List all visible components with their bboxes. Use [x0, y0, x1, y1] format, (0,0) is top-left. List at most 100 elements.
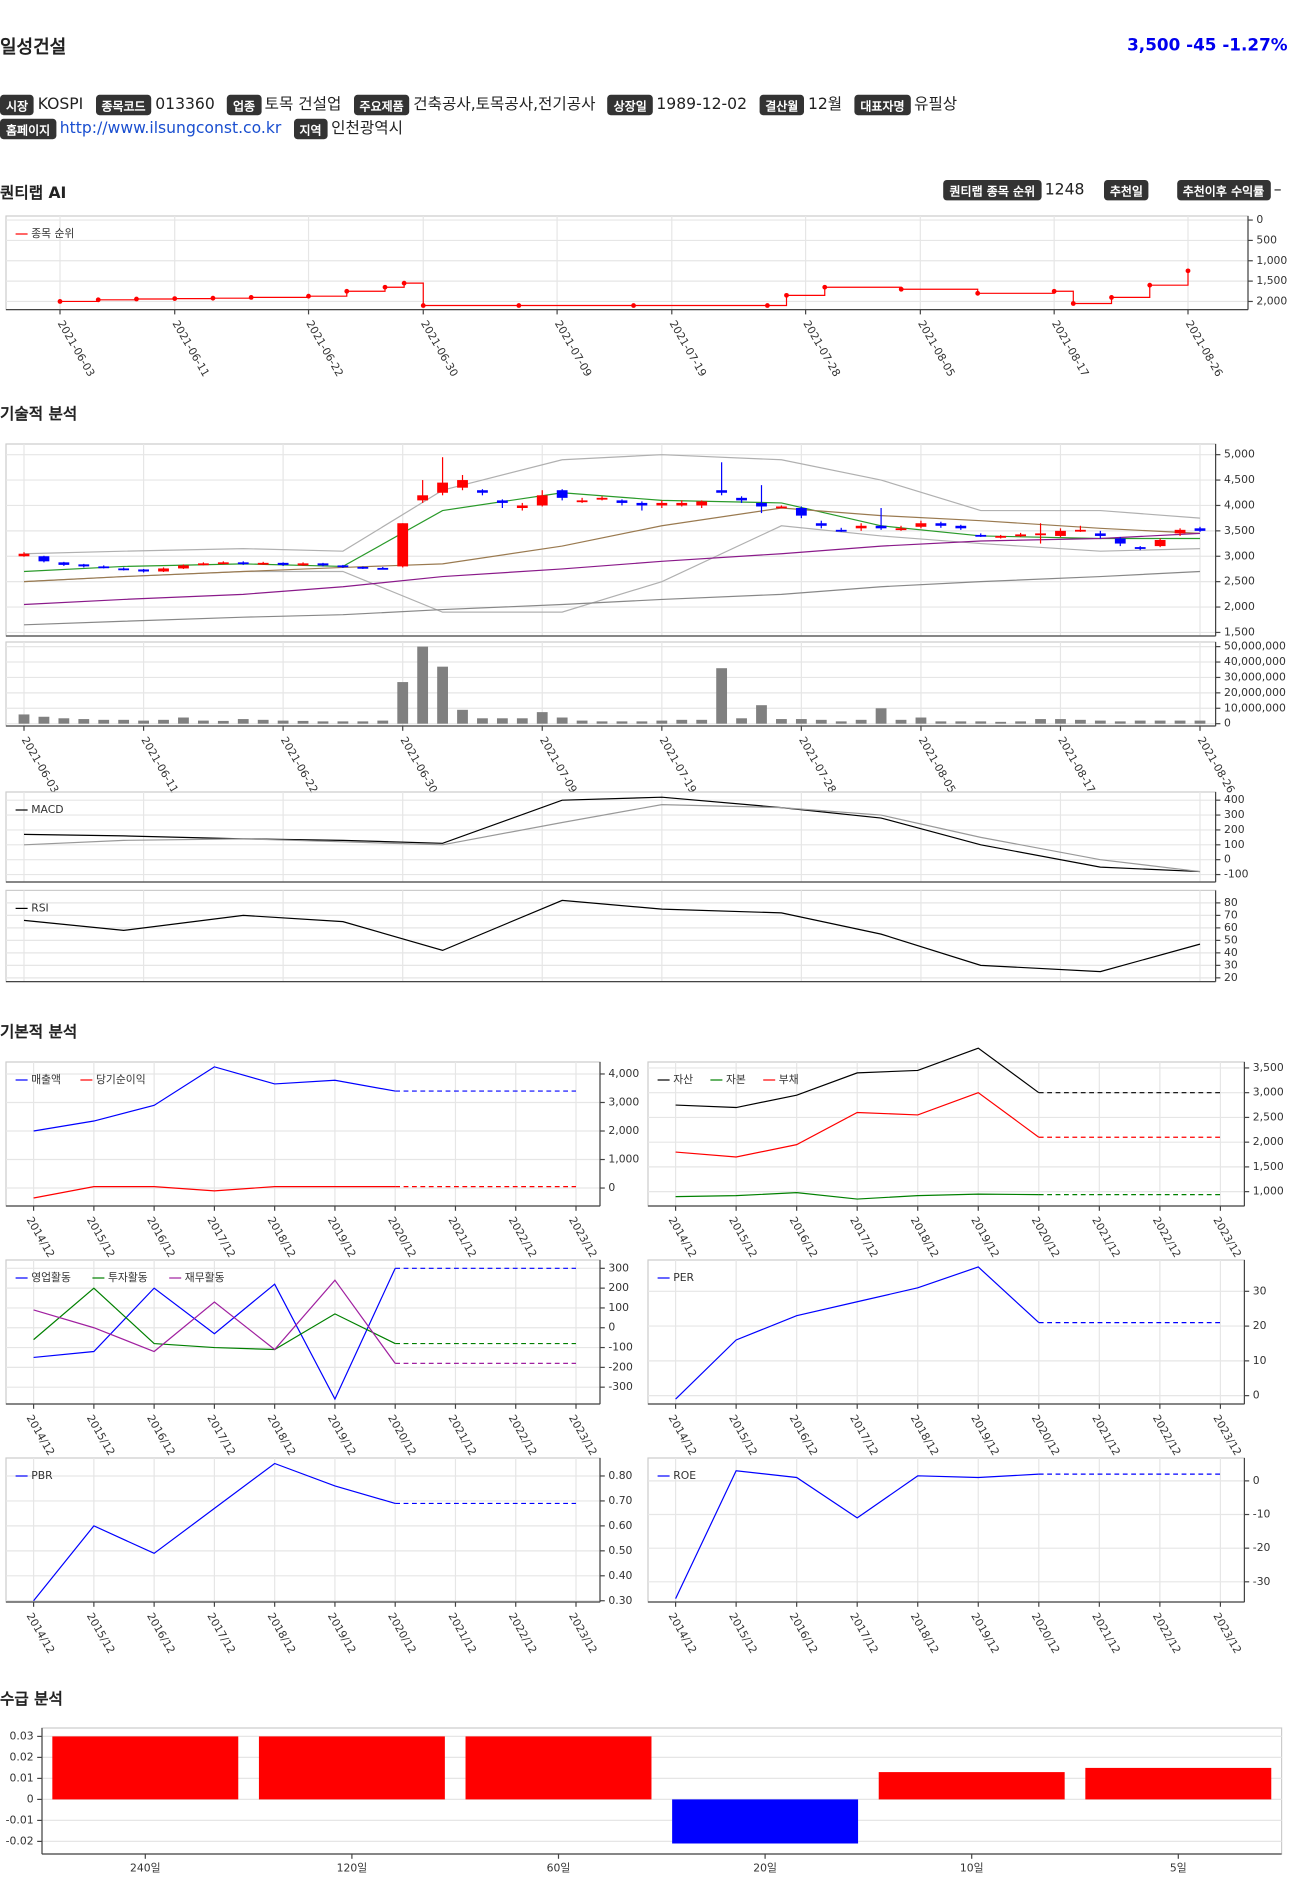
y-tick-label: -30 — [1253, 1575, 1271, 1588]
y-tick-label: 500 — [1256, 233, 1277, 246]
candle-body — [158, 568, 169, 571]
volume-bar — [198, 721, 209, 724]
x-tick-label: 2023/12 — [1210, 1611, 1244, 1656]
x-tick-label: 2014/12 — [666, 1413, 700, 1458]
x-tick-label: 2021-06-22 — [303, 318, 346, 379]
x-tick-label: 2022/12 — [506, 1611, 540, 1656]
volume-bar — [19, 714, 30, 723]
rank-point — [1071, 301, 1076, 306]
y-tick-label: 30 — [1224, 958, 1238, 971]
x-tick-label: 2015/12 — [84, 1611, 118, 1656]
y-tick-label: 0.30 — [608, 1594, 632, 1607]
y-tick-label: 100 — [1224, 838, 1245, 851]
x-tick-label: 2019/12 — [968, 1413, 1002, 1458]
y-tick-label: -100 — [1224, 868, 1249, 881]
x-tick-label: 2016/12 — [787, 1413, 821, 1458]
y-tick-label: 200 — [1224, 823, 1245, 836]
series-line — [24, 900, 1200, 971]
volume-bar — [736, 718, 747, 723]
step-line — [1112, 285, 1150, 297]
x-tick-label: 2017/12 — [204, 1611, 238, 1656]
y-tick-label: -0.01 — [6, 1813, 34, 1826]
candle-body — [517, 505, 528, 508]
y-tick-label: 1,500 — [1256, 274, 1287, 287]
x-tick-label: 2021-07-28 — [800, 318, 843, 379]
candle-body — [178, 565, 189, 568]
candle-body — [816, 523, 827, 526]
x-tick-label: 2019/12 — [325, 1611, 359, 1656]
candle-body — [1115, 538, 1126, 543]
x-tick-label: 2014/12 — [24, 1215, 58, 1260]
x-tick-label: 2021-06-03 — [19, 735, 62, 796]
x-tick-label: 2014/12 — [24, 1413, 58, 1458]
x-tick-label: 2021-07-09 — [537, 735, 580, 796]
volume-bar — [98, 720, 109, 724]
step-line — [767, 295, 786, 305]
panel — [6, 1260, 600, 1404]
candle-body — [437, 483, 448, 493]
y-tick-label: 2,000 — [1253, 1135, 1284, 1148]
volume-bar — [856, 720, 867, 724]
candle-body — [457, 480, 468, 488]
volume-bar — [1055, 719, 1066, 724]
x-tick-label: 2021-06-11 — [170, 318, 213, 379]
volume-bar — [935, 721, 946, 723]
x-tick-label: 2017/12 — [204, 1215, 238, 1260]
x-tick-label: 2021-07-28 — [796, 735, 839, 796]
x-tick-label: 2023/12 — [1210, 1215, 1244, 1260]
x-tick-label: 2016/12 — [144, 1215, 178, 1260]
step-line — [978, 291, 1054, 293]
y-tick-label: 4,000 — [608, 1067, 639, 1080]
candle-body — [138, 569, 149, 571]
x-tick-label: 2021-07-09 — [552, 318, 595, 379]
x-tick-label: 2018/12 — [265, 1611, 299, 1656]
x-tick-label: 2020/12 — [1029, 1413, 1063, 1458]
volume-bar — [1015, 721, 1026, 723]
rank-point — [784, 293, 789, 298]
x-tick-label: 2016/12 — [787, 1215, 821, 1260]
candle-body — [338, 565, 349, 567]
x-tick-label: 2016/12 — [144, 1611, 178, 1656]
volume-bar — [636, 721, 647, 723]
x-tick-label: 2022/12 — [1150, 1611, 1184, 1656]
legend-label: MACD — [31, 803, 63, 816]
volume-bar — [377, 721, 388, 724]
candle-body — [557, 490, 568, 498]
y-tick-label: 300 — [608, 1261, 629, 1274]
candle-body — [896, 528, 907, 530]
candle-body — [19, 554, 30, 557]
step-line — [213, 297, 251, 298]
overlay-line — [24, 533, 1200, 604]
volume-bar — [58, 718, 69, 723]
y-tick-label: 80 — [1224, 896, 1238, 909]
candle-body — [577, 500, 588, 502]
candle-body — [696, 501, 707, 505]
y-tick-label: 0 — [1224, 853, 1231, 866]
y-tick-label: 40 — [1224, 946, 1238, 959]
legend-label: 투자활동 — [108, 1271, 148, 1284]
rank-point — [96, 297, 101, 302]
candle-body — [298, 563, 309, 565]
y-tick-label: 4,000 — [1224, 498, 1255, 511]
legend-label: 재무활동 — [185, 1271, 225, 1284]
rank-point — [765, 303, 770, 308]
y-tick-label: 0.60 — [608, 1519, 632, 1532]
volume-bar — [617, 721, 628, 723]
x-tick-label: 2021-08-26 — [1195, 735, 1238, 796]
candle-body — [238, 562, 249, 564]
x-tick-label: 2023/12 — [566, 1215, 600, 1260]
candle-body — [955, 526, 966, 529]
volume-bar — [278, 721, 289, 724]
x-tick-label: 2022/12 — [1150, 1413, 1184, 1458]
overlay-line — [24, 526, 1200, 612]
candle-body — [278, 563, 289, 565]
rank-point — [211, 296, 216, 301]
y-tick-label: 0 — [1256, 213, 1263, 226]
volume-bar — [497, 718, 508, 723]
x-tick-label: 2021-08-17 — [1055, 735, 1098, 796]
candle-body — [357, 567, 368, 569]
x-tick-label: 2017/12 — [847, 1413, 881, 1458]
rank-point — [1109, 295, 1114, 300]
